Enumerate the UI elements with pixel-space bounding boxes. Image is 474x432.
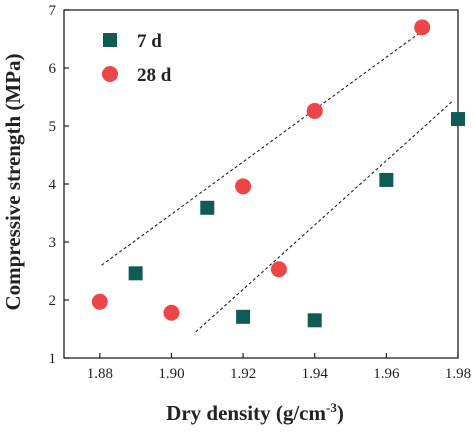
data-point-7d xyxy=(236,309,251,324)
legend-label-28d: 28 d xyxy=(137,65,172,86)
data-point-7d xyxy=(307,313,322,328)
data-point-28d xyxy=(91,293,108,310)
legend-label-7d: 7 d xyxy=(137,31,162,52)
plot-area-frame xyxy=(63,9,459,359)
x-tick-label: 1.90 xyxy=(158,366,184,382)
x-tick-label: 1.96 xyxy=(373,366,400,382)
x-tick-label: 1.88 xyxy=(87,366,113,382)
x-tick-label: 1.98 xyxy=(445,366,471,382)
y-tick-label: 1 xyxy=(49,351,57,367)
trend-line-1 xyxy=(101,29,424,266)
y-tick-label: 7 xyxy=(49,3,57,19)
data-point-28d xyxy=(270,261,287,278)
data-point-7d xyxy=(451,112,465,127)
x-axis: 1.88 1.90 1.92 1.94 1.96 1.98 xyxy=(87,353,471,382)
data-point-7d xyxy=(379,172,394,187)
x-tick-label: 1.92 xyxy=(230,366,256,382)
legend-marker-7d xyxy=(103,33,117,47)
trend-line-2 xyxy=(195,100,453,333)
y-axis: 1 2 3 4 5 6 7 xyxy=(49,3,69,367)
y-axis-label: Compressive strength (MPa) xyxy=(1,53,25,310)
data-point-28d xyxy=(235,178,252,195)
y-tick-label: 4 xyxy=(49,177,57,193)
data-point-28d xyxy=(306,102,323,119)
legend-marker-28d xyxy=(102,66,118,82)
data-point-28d xyxy=(414,19,431,36)
y-tick-label: 5 xyxy=(49,119,57,135)
data-point-28d xyxy=(163,304,180,321)
x-axis-label: Dry density (g/cm-3) xyxy=(166,400,344,425)
legend: 7 d 28 d xyxy=(102,31,172,86)
trend-lines xyxy=(101,29,453,333)
data-points xyxy=(91,19,465,328)
y-tick-label: 6 xyxy=(49,61,57,77)
data-point-7d xyxy=(128,266,143,281)
data-point-7d xyxy=(200,200,215,215)
y-tick-label: 2 xyxy=(49,293,57,309)
y-tick-label: 3 xyxy=(49,235,57,251)
x-tick-label: 1.94 xyxy=(302,366,329,382)
